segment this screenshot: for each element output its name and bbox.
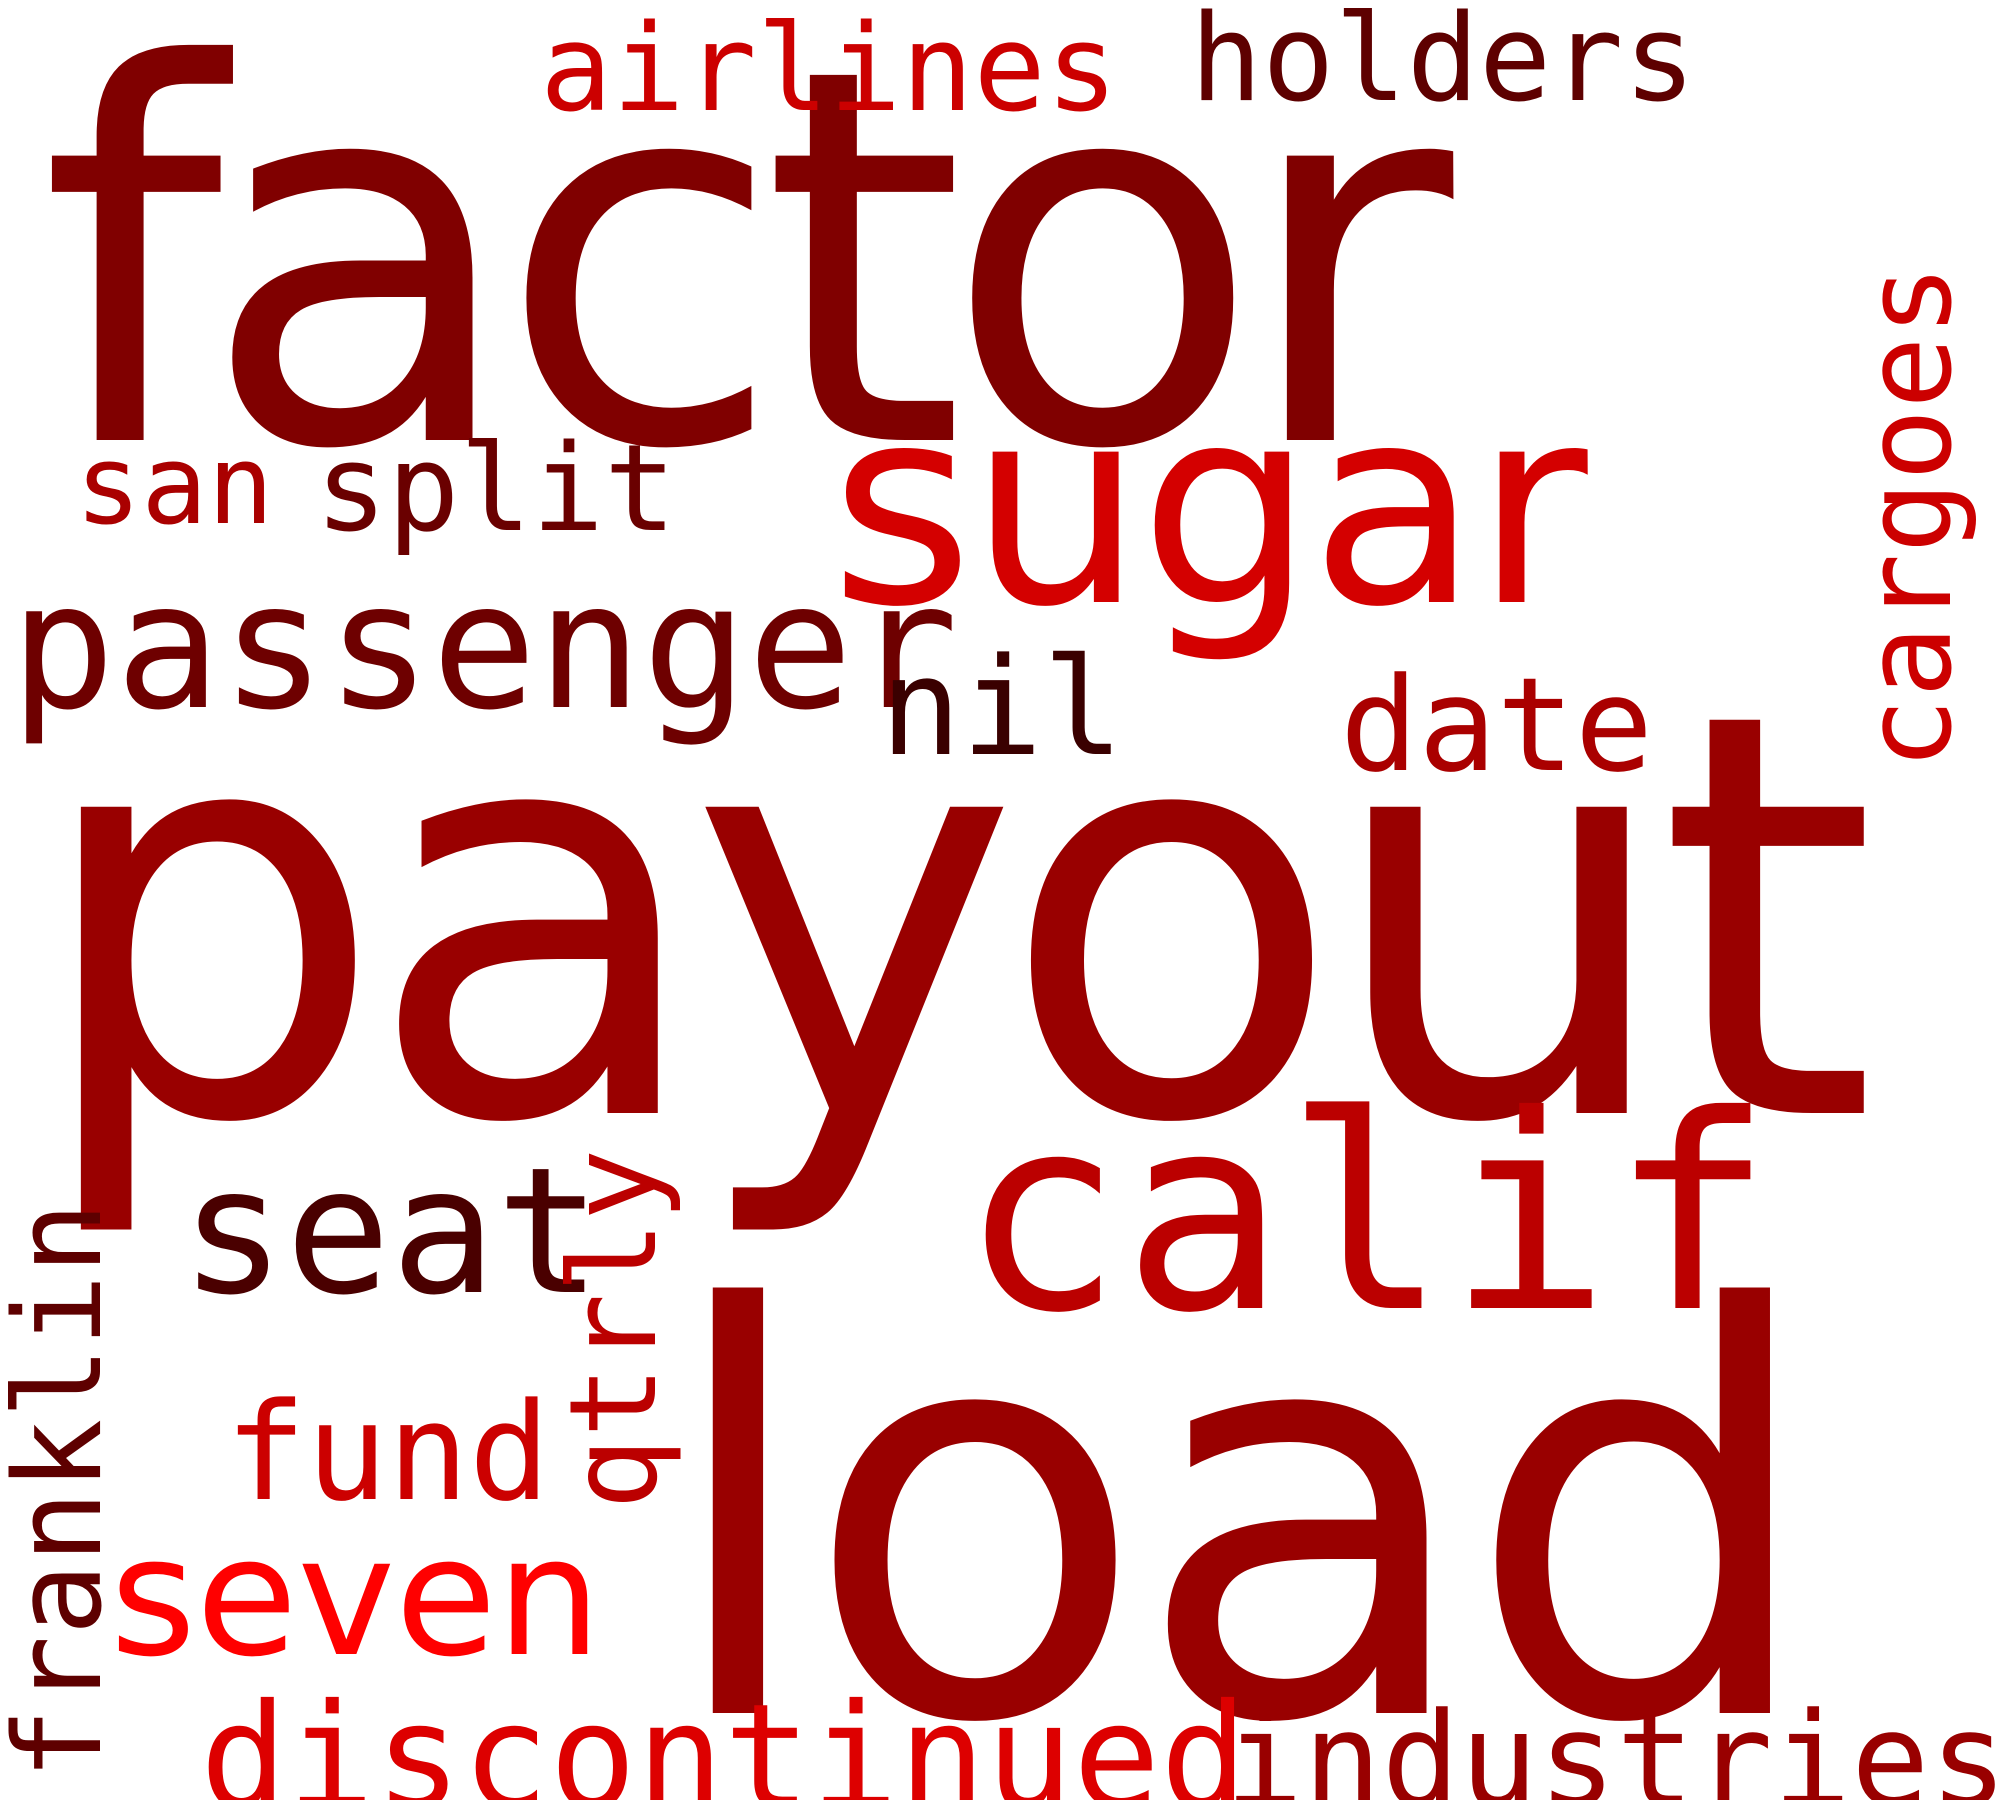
word-holders: holders	[1190, 0, 1696, 129]
word-nil: nil	[880, 629, 1124, 786]
word-industries: industries	[1225, 1684, 2000, 1800]
word-cargoes: cargoes	[1840, 264, 1979, 770]
word-load: load	[660, 1194, 1821, 1800]
word-airlines: airlines	[540, 0, 1118, 139]
word-seat: seat	[180, 1131, 602, 1334]
word-discontinued: discontinued	[200, 1673, 1248, 1800]
word-franklin: franklin	[0, 1202, 129, 1780]
word-fund: fund	[225, 1374, 551, 1531]
word-sugar: sugar	[830, 347, 1588, 667]
word-split: split	[315, 420, 677, 559]
word-date: date	[1340, 649, 1654, 801]
word-seven: seven	[110, 1501, 602, 1693]
word-payout: payout	[30, 594, 1877, 1246]
word-factor: factor	[40, 0, 1453, 563]
word-qtrly: qtrly	[545, 1148, 684, 1510]
word-san: san	[75, 421, 274, 549]
word-calif: calif	[960, 1057, 1773, 1372]
word-passenger: passenger	[10, 546, 959, 749]
